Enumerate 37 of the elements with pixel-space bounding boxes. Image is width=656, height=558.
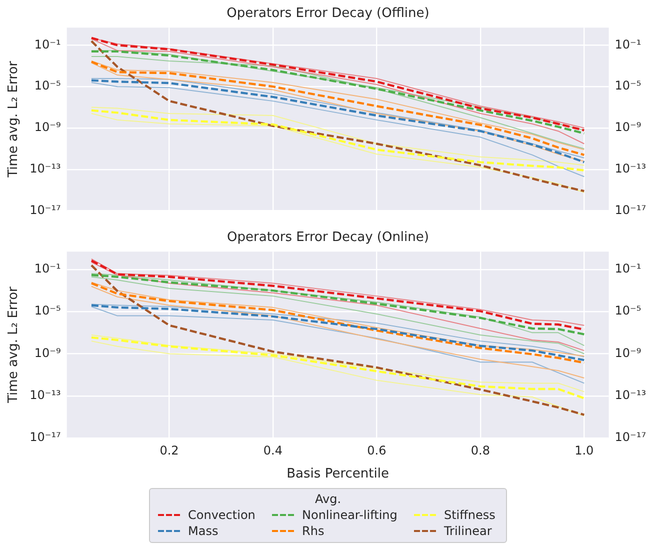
y-tick-label: 10⁻¹³ <box>30 388 62 402</box>
y-axis-title: Time avg. L₂ Error <box>6 60 22 178</box>
y-tick-label: 10⁻⁹ <box>34 120 62 134</box>
chart-title: Operators Error Decay (Online) <box>227 230 429 246</box>
text: 10⁻⁵ <box>614 78 642 93</box>
x-axis-title: Basis Percentile <box>286 466 389 482</box>
y-tick-label: 10⁻⁹ <box>34 346 62 360</box>
text: 10⁻⁹ <box>614 346 642 360</box>
legend-label: Trilinear <box>444 524 492 538</box>
text: 10⁻¹⁷ <box>614 430 646 444</box>
legend-label: Nonlinear-lifting <box>302 508 398 522</box>
y-tick-label: 10⁻¹³ <box>30 162 62 176</box>
legend-label: Convection <box>188 508 256 522</box>
y-tick-label: 10⁻¹⁷ <box>30 202 62 217</box>
y-tick-label: 10⁻⁵ <box>34 78 62 93</box>
x-tick-label: 0.8 <box>470 443 490 458</box>
text: 10⁻¹³ <box>614 162 646 176</box>
text: 10⁻¹³ <box>614 388 646 402</box>
text: 10⁻⁹ <box>614 120 642 134</box>
x-tick-label: 0.4 <box>263 443 283 458</box>
y-tick-label: 10⁻¹ <box>34 37 62 52</box>
text: 10⁻⁵ <box>614 304 642 318</box>
legend-label: Mass <box>188 524 218 538</box>
y-tick-label: 10⁻¹⁷ <box>30 430 62 444</box>
y-tick-label: 10⁻¹ <box>34 262 62 276</box>
y-axis-title: Time avg. L₂ Error <box>6 286 22 404</box>
y-tick-label: 10⁻⁵ <box>34 304 62 318</box>
legend-title: Avg. <box>314 492 342 506</box>
x-tick-label: 1.0 <box>574 443 594 458</box>
text: 10⁻¹ <box>614 262 642 276</box>
x-tick-label: 0.2 <box>160 443 179 458</box>
x-tick-label: 0.6 <box>367 443 386 458</box>
text: 10⁻¹⁷ <box>614 202 646 217</box>
chart-title: Operators Error Decay (Offline) <box>226 6 430 22</box>
legend-label: Rhs <box>302 524 324 538</box>
text: 10⁻¹ <box>614 37 642 52</box>
legend-label: Stiffness <box>444 508 496 522</box>
